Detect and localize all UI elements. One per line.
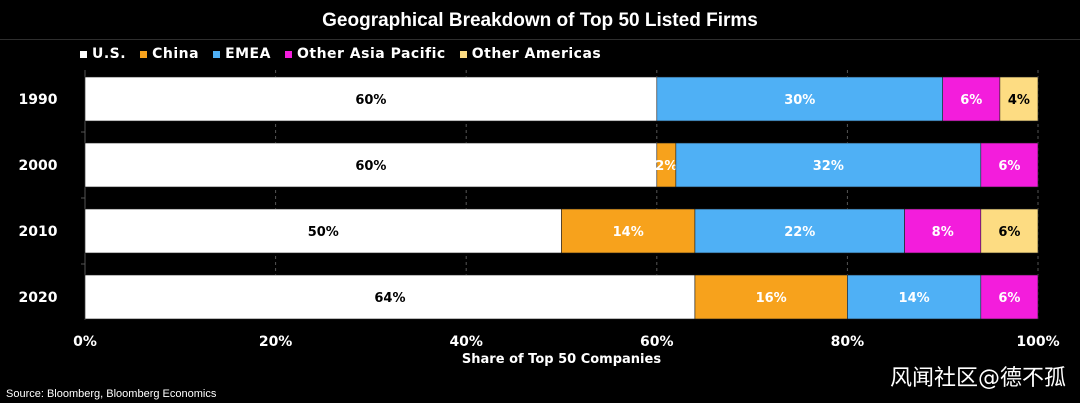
legend-item: Other Americas bbox=[459, 46, 602, 62]
category-label: 2000 bbox=[19, 158, 58, 174]
legend-item: Other Asia Pacific bbox=[284, 46, 446, 62]
data-label: 4% bbox=[1008, 93, 1030, 108]
bar-segment bbox=[847, 274, 982, 320]
legend-label: U.S. bbox=[92, 46, 127, 62]
chart-title: Geographical Breakdown of Top 50 Listed … bbox=[322, 10, 758, 31]
legend-swatch bbox=[80, 50, 87, 58]
x-axis-label: Share of Top 50 Companies bbox=[462, 352, 661, 367]
legend-item: China bbox=[140, 46, 199, 62]
x-tick-label: 0% bbox=[73, 334, 97, 350]
legend-label: Other Americas bbox=[471, 46, 602, 62]
bar-segment bbox=[980, 274, 1039, 320]
x-tick-label: 20% bbox=[259, 334, 293, 350]
bar-segment bbox=[656, 76, 943, 122]
legend-swatch bbox=[284, 50, 292, 58]
bar-segment bbox=[675, 142, 982, 188]
bar-segment bbox=[980, 208, 1039, 254]
data-label: 64% bbox=[374, 291, 405, 306]
data-label: 6% bbox=[998, 291, 1020, 306]
watermark: 风闻社区@德不孤 bbox=[889, 366, 1066, 391]
category-label: 1990 bbox=[19, 92, 58, 108]
data-label: 8% bbox=[932, 225, 954, 240]
bar-segment bbox=[904, 208, 982, 254]
title-divider bbox=[0, 39, 1080, 40]
data-label: 32% bbox=[813, 159, 844, 174]
bar-segment bbox=[694, 274, 848, 320]
data-label: 2% bbox=[655, 159, 677, 174]
bar-segment bbox=[999, 76, 1039, 122]
bar-segment bbox=[942, 76, 1001, 122]
data-label: 50% bbox=[308, 225, 339, 240]
legend-swatch bbox=[213, 50, 221, 58]
legend-item: EMEA bbox=[213, 46, 271, 62]
data-label: 6% bbox=[998, 159, 1020, 174]
data-label: 16% bbox=[756, 291, 787, 306]
category-label: 2010 bbox=[19, 224, 58, 240]
x-tick-label: 80% bbox=[831, 334, 865, 350]
bar-segment bbox=[980, 142, 1039, 188]
data-label: 6% bbox=[960, 93, 982, 108]
data-label: 6% bbox=[998, 225, 1020, 240]
legend-swatch bbox=[459, 50, 467, 58]
data-label: 14% bbox=[613, 225, 644, 240]
x-tick-label: 40% bbox=[449, 334, 483, 350]
legend-item: U.S. bbox=[80, 46, 126, 62]
data-label: 22% bbox=[784, 225, 815, 240]
data-label: 14% bbox=[899, 291, 930, 306]
x-tick-label: 100% bbox=[1016, 334, 1059, 350]
legend-label: China bbox=[152, 46, 200, 62]
legend-swatch bbox=[140, 50, 148, 58]
bar-segment bbox=[84, 142, 658, 188]
legend: U.S. China EMEA Other Asia Pacific Other Ame… bbox=[80, 45, 601, 63]
data-label: 60% bbox=[355, 93, 386, 108]
data-label: 30% bbox=[784, 93, 815, 108]
category-label: 2020 bbox=[19, 290, 58, 306]
x-tick-label: 60% bbox=[640, 334, 674, 350]
bar-segment bbox=[84, 208, 562, 254]
legend-label: EMEA bbox=[225, 46, 271, 62]
bar-segment bbox=[84, 76, 658, 122]
source-note: Source: Bloomberg, Bloomberg Economics bbox=[6, 388, 217, 400]
bar-segment bbox=[694, 208, 905, 254]
data-label: 60% bbox=[355, 159, 386, 174]
legend-label: Other Asia Pacific bbox=[296, 46, 446, 62]
